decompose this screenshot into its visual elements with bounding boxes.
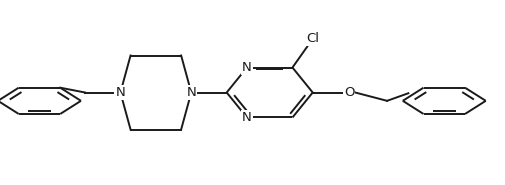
Text: Cl: Cl [306, 32, 319, 45]
Text: N: N [241, 61, 251, 74]
Text: N: N [115, 86, 125, 99]
Text: N: N [241, 111, 251, 124]
Text: O: O [343, 86, 354, 99]
Text: N: N [186, 86, 196, 99]
